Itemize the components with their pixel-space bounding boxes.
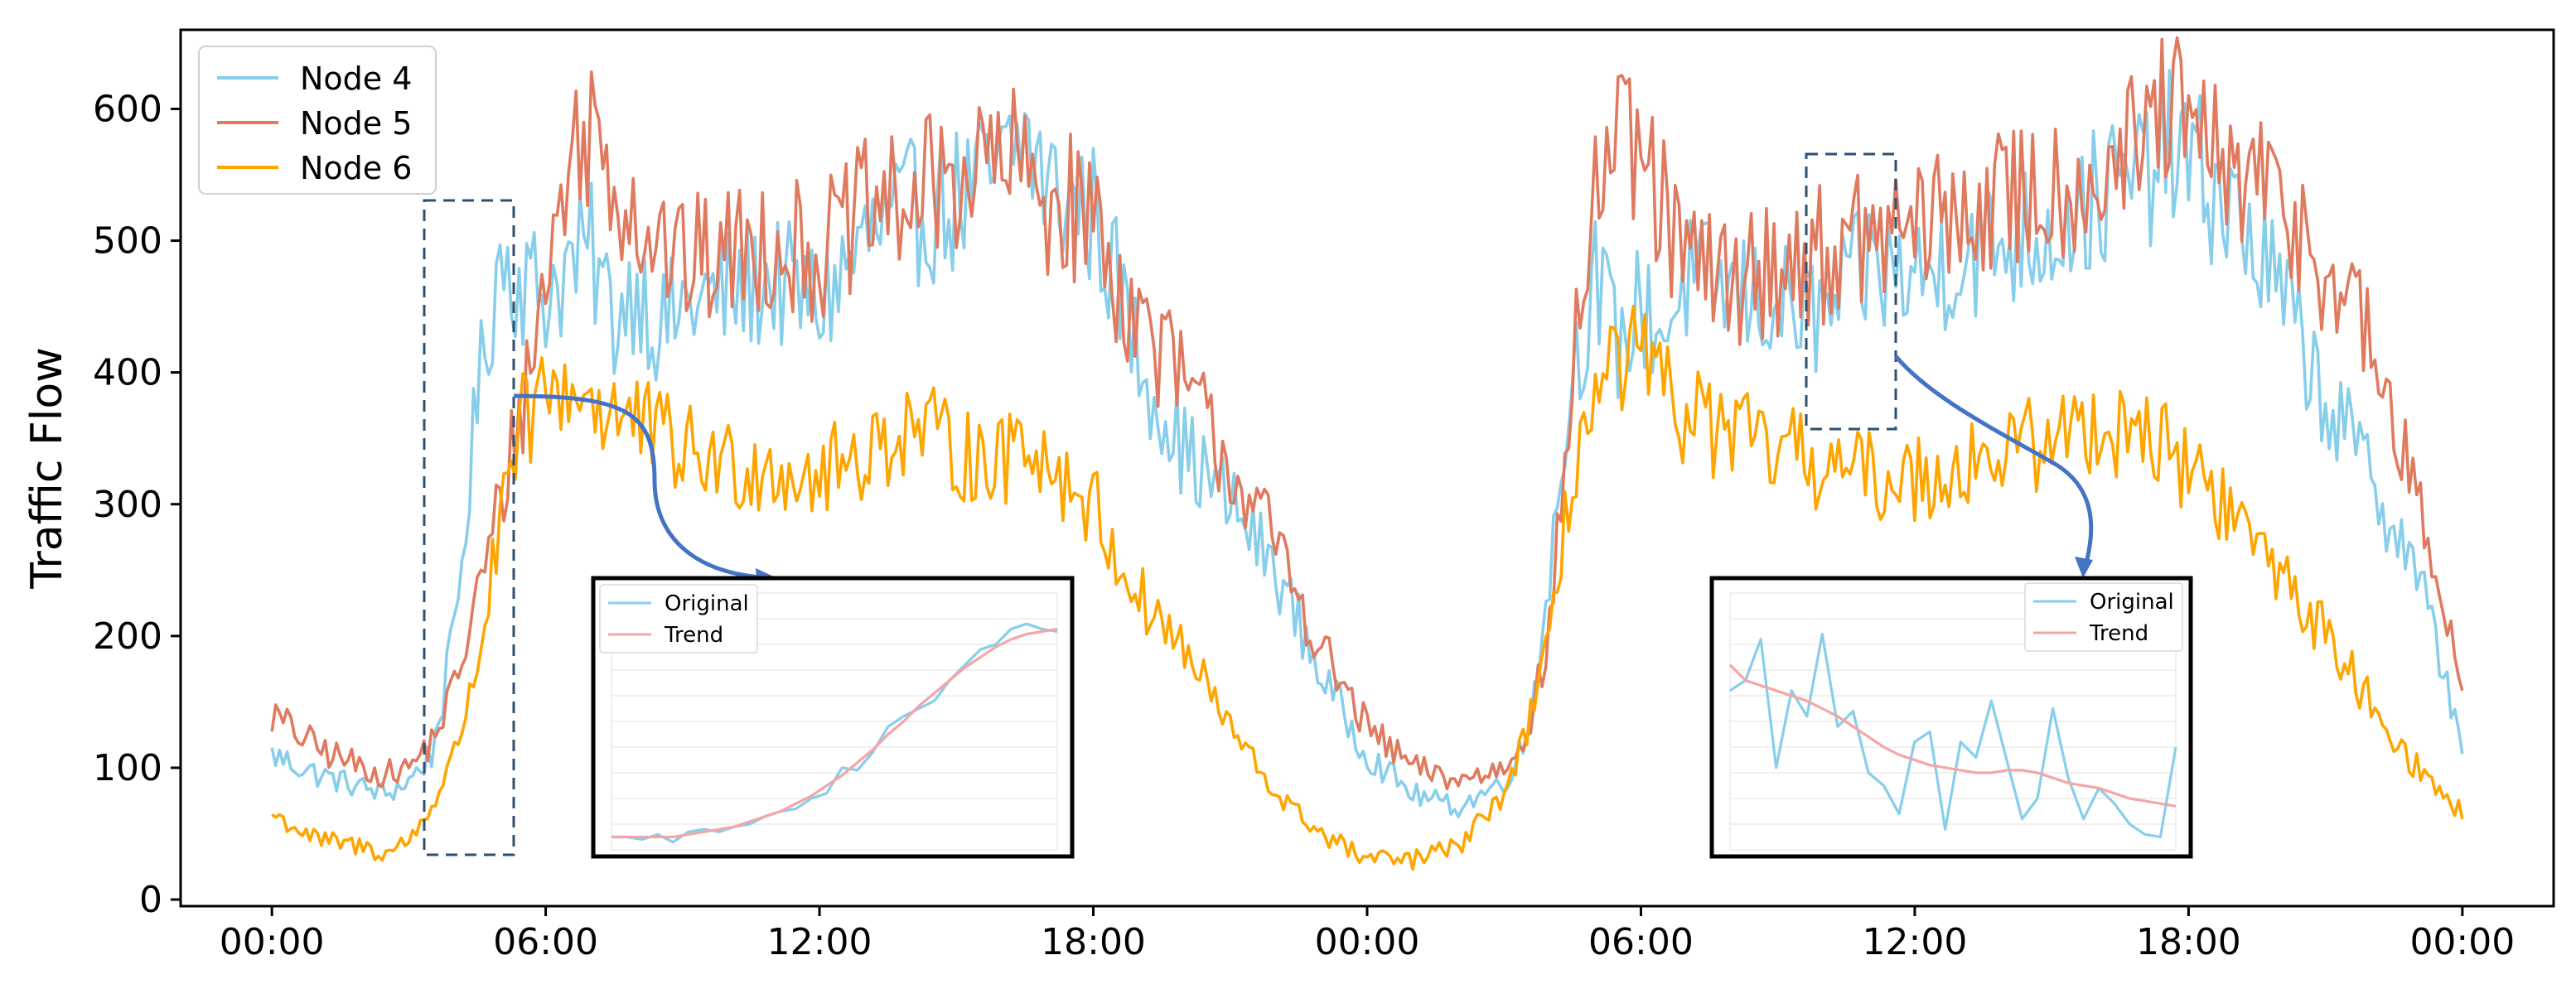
inset-1-line-trend — [611, 627, 1058, 839]
series-line-node-5 — [270, 36, 2464, 791]
y-tick-label: 200 — [93, 615, 162, 658]
inset-legend-1: Original Trend — [599, 584, 758, 654]
axis-layer: 0 100 200 300 400 500 600 00:00 06:00 12:00 18:00 0… — [93, 88, 2515, 963]
legend-label-node-4: Node 4 — [300, 60, 412, 97]
legend-label-node-6: Node 6 — [300, 150, 412, 186]
inset-chart-2: Original Trend — [1709, 576, 2193, 859]
series-layer — [270, 36, 2464, 871]
x-tick-label: 06:00 — [1588, 921, 1694, 963]
y-tick-label: 300 — [93, 484, 162, 526]
series-line-node-6 — [271, 304, 2464, 871]
inset-legend-label-original-1: Original — [665, 591, 749, 616]
inset-legend-label-trend-2: Trend — [2089, 621, 2148, 646]
x-tick-label: 12:00 — [767, 921, 872, 963]
x-tick-label: 00:00 — [1315, 921, 1420, 963]
y-tick-label: 600 — [93, 88, 162, 130]
x-tick-label: 18:00 — [2136, 921, 2241, 963]
legend: Node 4 Node 5 Node 6 — [198, 46, 437, 195]
x-tick-label: 00:00 — [2409, 921, 2515, 963]
inset-2-line-original — [1729, 632, 2177, 839]
series-line-node-4 — [270, 69, 2464, 818]
inset-series-2 — [1728, 632, 2177, 839]
connector-arrow-left — [513, 393, 776, 581]
inset-legend-label-original-2: Original — [2090, 590, 2174, 615]
x-tick-label: 12:00 — [1863, 921, 1968, 963]
x-tick-label: 18:00 — [1041, 921, 1146, 963]
inset-legend-2: Original Trend — [2024, 582, 2183, 652]
y-tick-label: 100 — [93, 747, 162, 789]
connector-arrowhead-right — [2075, 557, 2093, 578]
inset-series-1 — [611, 622, 1058, 844]
inset-legend-label-trend-1: Trend — [664, 623, 723, 648]
y-tick-label: 0 — [139, 879, 162, 921]
legend-frame — [198, 46, 437, 195]
y-axis-title: Traffic Flow — [22, 347, 72, 589]
inset-chart-1: Original Trend — [591, 576, 1075, 859]
highlight-box-midday-fluctuation — [1805, 152, 1897, 431]
highlight-box-morning-rise — [423, 199, 515, 856]
x-tick-label: 06:00 — [493, 921, 598, 963]
x-tick-label: 00:00 — [220, 921, 325, 963]
inset-2-line-trend — [1728, 663, 2177, 808]
connector-arrow-right — [1894, 355, 2094, 572]
legend-label-node-5: Node 5 — [300, 105, 412, 142]
y-tick-label: 400 — [93, 352, 162, 394]
y-tick-label: 500 — [93, 220, 162, 263]
